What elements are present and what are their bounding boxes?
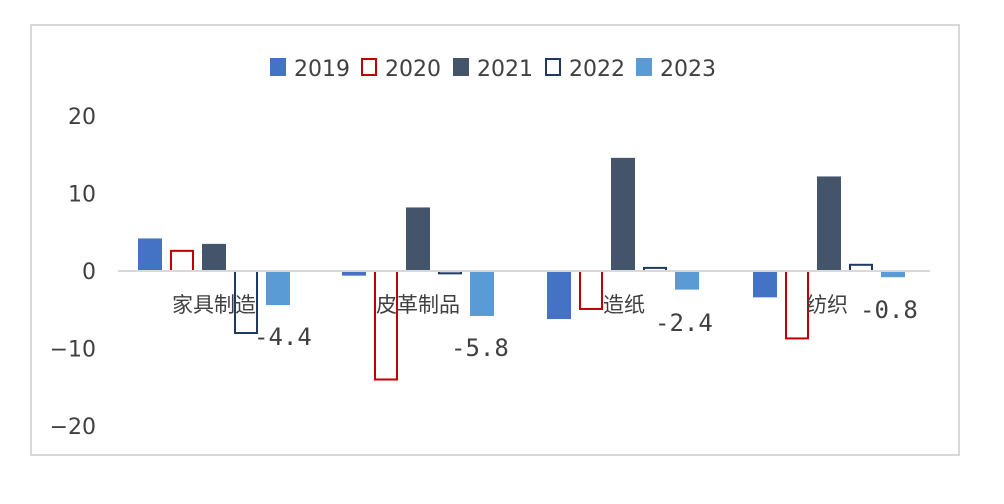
- bar-2021-3: [611, 157, 635, 271]
- legend-swatch-2020: [361, 58, 377, 76]
- data-labels: -4.4 -5.8 -2.4 -0.8: [254, 296, 918, 362]
- bar-2020-3: [579, 270, 603, 310]
- legend-swatch-2021: [453, 58, 469, 76]
- bar-2019-1: [138, 238, 162, 271]
- chart-frame: [30, 24, 960, 456]
- category-label: 造纸: [603, 293, 645, 317]
- bar-2023-3: [675, 271, 699, 290]
- legend-label-2019: 2019: [294, 57, 350, 82]
- bar-2019-4: [753, 271, 777, 298]
- legend-label-2020: 2020: [385, 57, 441, 82]
- y-tick-label: 20: [68, 105, 96, 130]
- legend-swatch-2022: [545, 58, 561, 76]
- legend-label-2022: 2022: [569, 57, 625, 82]
- bar-2021-4: [817, 176, 841, 271]
- bar-2020-4: [785, 270, 809, 340]
- category-label: 家具制造: [172, 293, 256, 317]
- bar-2023-4: [881, 271, 905, 278]
- bars: [138, 157, 905, 381]
- bar-2020-2: [374, 270, 398, 381]
- y-tick-label: −20: [50, 415, 96, 440]
- category-labels: 家具制造 皮革制品 造纸 纺织: [172, 293, 848, 317]
- legend-swatch-2023: [636, 58, 652, 76]
- y-axis: 20 10 0 −10 −20: [50, 105, 96, 440]
- bar-2023-2: [470, 271, 494, 316]
- y-tick-label: 10: [68, 183, 96, 208]
- data-label: -4.4: [254, 323, 312, 351]
- category-label: 纺织: [806, 293, 848, 317]
- data-label: -5.8: [451, 334, 509, 362]
- legend: 2019 2020 2021 2022 2023: [270, 57, 716, 82]
- legend-swatch-2019: [270, 58, 286, 76]
- bar-2019-2: [342, 271, 366, 276]
- y-tick-label: −10: [50, 338, 96, 363]
- bar-2020-1: [170, 249, 194, 273]
- category-label: 皮革制品: [376, 293, 460, 317]
- bar-2023-1: [266, 271, 290, 306]
- data-label: -0.8: [860, 296, 918, 324]
- y-tick-label: 0: [82, 260, 96, 285]
- data-label: -2.4: [655, 309, 713, 337]
- bar-2021-2: [406, 207, 430, 271]
- legend-label-2021: 2021: [477, 57, 533, 82]
- bar-2021-1: [202, 243, 226, 271]
- legend-label-2023: 2023: [660, 57, 716, 82]
- bar-2019-3: [547, 271, 571, 320]
